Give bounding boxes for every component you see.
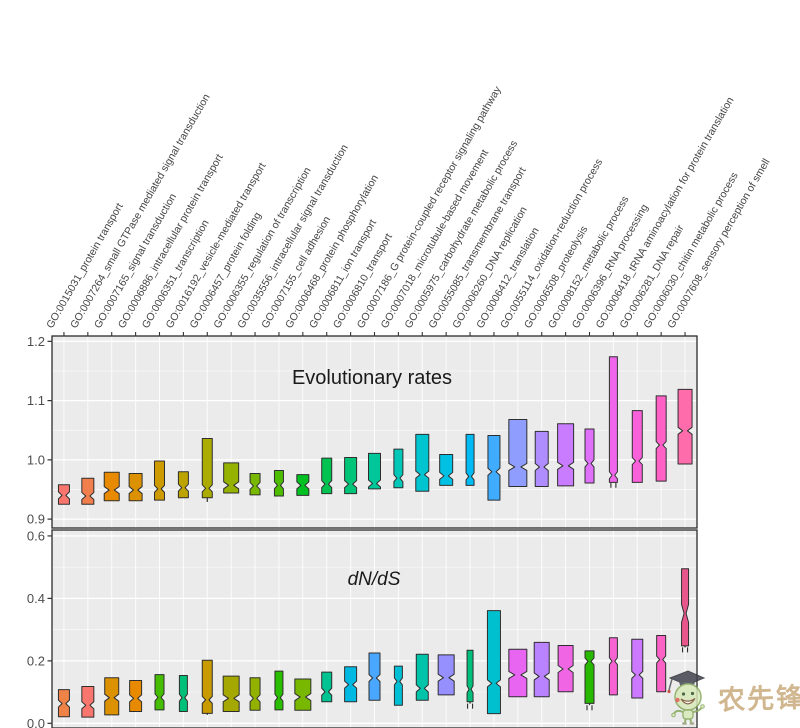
notched-box [274,670,284,711]
notched-box [201,438,213,499]
box-tail-fork [682,647,689,653]
notched-box [631,638,644,699]
notched-box [631,410,643,483]
notched-box [81,685,95,718]
panel-border [51,529,698,728]
notched-box [681,568,690,647]
notched-box [154,674,165,711]
notched-box [393,665,403,706]
y-tick-label: 0.9 [27,512,45,527]
notched-box [584,650,595,704]
x-axis-label: GO:0006030_chitin metabolic process [641,170,740,330]
y-tick-label: 0.6 [27,528,45,543]
y-tick-label: 0.0 [27,716,45,728]
notched-box [294,678,312,711]
notched-box [533,641,550,698]
notched-box [296,474,310,496]
notched-box [655,395,667,482]
notched-box [222,675,240,712]
notched-box [103,471,120,502]
notched-box [178,675,188,712]
notched-box [321,457,333,495]
box-tail-fork [586,705,593,711]
notched-box [201,659,213,714]
notched-box [415,653,429,701]
facet-title-dnds: dN/dS [348,569,401,590]
notched-box [249,677,261,711]
notched-box [128,472,143,502]
notched-box [321,671,333,703]
notched-box [393,448,404,489]
notched-box [656,635,667,693]
box-tail-fork [467,703,474,709]
notched-box [81,477,95,505]
notched-box [608,637,618,696]
y-tick-label: 0.2 [27,653,45,668]
notched-box [677,388,693,465]
notched-box [437,654,455,696]
notched-box [487,435,501,501]
notched-box [608,356,618,483]
x-axis-labels-layer: GO:0015031_protein transportGO:0007264_s… [44,84,772,331]
notched-box [249,472,261,496]
notched-box [368,452,381,490]
notched-box [273,470,284,497]
notched-box [508,648,528,698]
notched-box [557,423,575,487]
notched-box [57,484,70,505]
notched-box [466,649,474,703]
notched-box [486,610,501,715]
y-tick-label: 1.1 [27,393,45,408]
y-tick-label: 1.2 [27,334,45,349]
y-tick-label: 1.0 [27,452,45,467]
notched-box [223,462,240,494]
notched-box [154,460,165,501]
notched-box [439,454,454,486]
notched-box [534,430,549,488]
notched-box [557,645,574,693]
notched-box [104,677,120,716]
facet-title-evolutionary-rates: Evolutionary rates [292,367,452,389]
notched-box [57,689,70,718]
notched-box [584,428,595,484]
notched-box [344,666,358,703]
notched-box [368,652,381,701]
y-tick-label: 0.4 [27,591,45,606]
panels-layer: 1.2 1.1 1.0 0.90.6 0.4 0.2 0.0 [27,332,698,728]
notched-box [465,433,475,486]
notched-box [344,456,358,495]
notched-box [177,471,189,499]
notched-box [508,419,528,488]
box-tail-fork [610,482,617,488]
notched-box [415,433,430,492]
notched-box [129,680,143,712]
